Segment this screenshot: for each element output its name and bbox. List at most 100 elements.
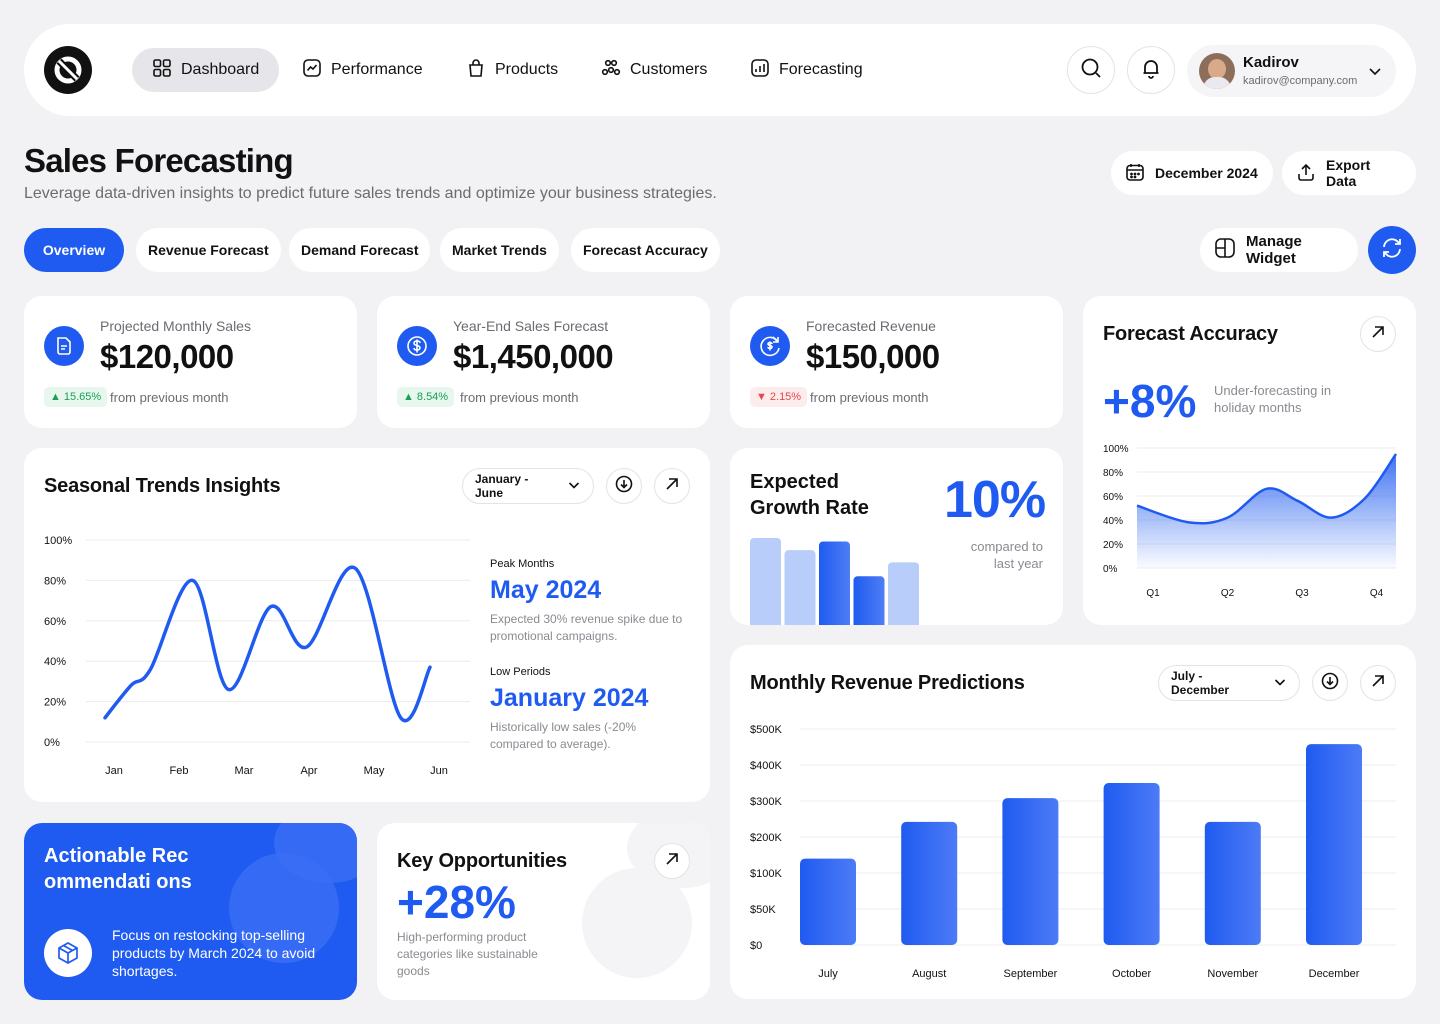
calendar-icon (1125, 162, 1145, 185)
layout-icon (1214, 237, 1236, 263)
y-tick-label: 80% (44, 575, 66, 587)
x-tick-label: July (818, 968, 838, 980)
y-tick-label: 0% (44, 737, 60, 749)
accuracy-area-chart: 100% 80% 60% 40% 20% 0% Q1 Q2 Q3 Q4 (1103, 444, 1398, 599)
manage-widget-button[interactable]: Manage Widget (1200, 228, 1358, 272)
notifications-button[interactable] (1127, 46, 1175, 94)
range-dropdown[interactable]: July - December (1158, 665, 1300, 701)
growth-bar (888, 562, 919, 625)
document-icon (44, 326, 84, 366)
dollar-icon (397, 326, 437, 366)
monthly-bar-chart: $500K $400K $300K $200K $100K $50K $0 July Augu… (750, 724, 1396, 980)
y-tick-label: 20% (1103, 540, 1123, 551)
kpi-label: Projected Monthly Sales (100, 318, 251, 334)
open-accuracy-button[interactable] (1360, 316, 1396, 352)
opportunities-value: +28% (397, 876, 516, 928)
open-seasonal-button[interactable] (654, 468, 690, 504)
revenue-bar (1103, 783, 1160, 945)
arrow-down-icon: ▼ (756, 391, 767, 403)
x-tick-label: September (1003, 968, 1057, 980)
revenue-bar (800, 858, 856, 945)
grid-icon (152, 58, 172, 83)
x-tick-label: Jun (430, 765, 448, 777)
open-opportunities-button[interactable] (654, 843, 690, 879)
card-title: Key Opportunities (397, 850, 567, 872)
manage-label: Manage Widget (1246, 233, 1302, 267)
kpi-change: 8.54% (416, 391, 449, 403)
tab-overview[interactable]: Overview (24, 228, 124, 272)
nav-label: Products (495, 61, 559, 78)
bag-icon (466, 58, 486, 83)
monthly-revenue-card: Monthly Revenue Predictions July - Decem… (730, 645, 1416, 999)
kpi-note: from previous month (810, 390, 929, 405)
accuracy-note: Under-forecasting in holiday months (1214, 383, 1332, 415)
nav-products[interactable]: Products (446, 48, 578, 92)
y-tick-label: 40% (44, 656, 66, 668)
export-data-button[interactable]: Export Data (1282, 151, 1416, 195)
tab-demand-forecast[interactable]: Demand Forecast (289, 228, 431, 272)
user-name: Kadirov (1243, 54, 1299, 71)
growth-rate-card: Expected Growth Rate 10% compared to las… (730, 448, 1063, 625)
download-button[interactable] (606, 468, 642, 504)
download-button[interactable] (1312, 665, 1348, 701)
nav-label: Dashboard (181, 61, 260, 78)
nav-dashboard[interactable]: Dashboard (132, 48, 280, 92)
growth-value: 10% (944, 471, 1046, 529)
nav-performance[interactable]: Performance (282, 48, 443, 92)
peak-note: Expected 30% revenue spike due to promot… (490, 612, 683, 643)
range-dropdown[interactable]: January - June (462, 468, 594, 504)
peak-label: Peak Months (490, 558, 555, 570)
x-tick-label: December (1309, 968, 1360, 980)
brand-logo[interactable] (44, 46, 92, 94)
chevron-down-icon (567, 478, 581, 495)
x-tick-label: Q4 (1370, 588, 1384, 599)
top-navbar: Dashboard Performance Products Customers… (24, 24, 1416, 116)
card-title: Actionable Recommendati ons (44, 845, 192, 893)
card-title: Forecast Accuracy (1103, 323, 1278, 345)
chart-icon (750, 58, 770, 83)
user-menu[interactable]: Kadirov kadirov@company.com (1187, 45, 1396, 97)
date-picker-button[interactable]: December 2024 (1111, 151, 1273, 195)
growth-note: compared to last year (970, 539, 1043, 571)
nav-customers[interactable]: Customers (581, 48, 727, 92)
growth-bar-chart (750, 538, 919, 625)
refresh-button[interactable] (1368, 226, 1416, 274)
refresh-icon (1380, 236, 1404, 265)
tab-market-trends[interactable]: Market Trends (440, 228, 559, 272)
kpi-label: Forecasted Revenue (806, 318, 936, 334)
users-icon (601, 58, 621, 83)
kpi-note: from previous month (460, 390, 579, 405)
growth-bar (853, 576, 885, 625)
revenue-bar (901, 821, 958, 945)
arrow-up-icon: ▲ (403, 391, 414, 403)
arrow-up-right-icon (1369, 672, 1387, 695)
x-tick-label: Q3 (1295, 588, 1309, 599)
y-tick-label: $500K (750, 724, 782, 736)
growth-bar (784, 550, 816, 625)
kpi-value: $150,000 (806, 338, 940, 375)
tab-revenue-forecast[interactable]: Revenue Forecast (136, 228, 281, 272)
range-label: July - December (1171, 669, 1230, 697)
kpi-change: 2.15% (769, 391, 802, 403)
accuracy-area (1137, 454, 1396, 568)
y-tick-label: 40% (1103, 516, 1123, 527)
arrow-up-right-icon (663, 475, 681, 498)
low-note: Historically low sales (-20% compared to… (490, 720, 637, 751)
opportunities-text: High-performing product categories like … (397, 930, 538, 978)
nav-label: Forecasting (779, 61, 863, 78)
kpi-change-badge: ▲ 15.65% (44, 387, 108, 407)
nav-forecasting[interactable]: Forecasting (730, 48, 883, 92)
tab-forecast-accuracy[interactable]: Forecast Accuracy (571, 228, 720, 272)
card-title: Seasonal Trends Insights (44, 475, 281, 497)
open-monthly-button[interactable] (1360, 665, 1396, 701)
search-button[interactable] (1067, 46, 1115, 94)
key-opportunities-card: Key Opportunities +28% High-performing p… (377, 823, 710, 1000)
kpi-card-revenue: Forecasted Revenue $150,000 ▼ 2.15% from … (730, 296, 1063, 428)
kpi-card-monthly-sales: Projected Monthly Sales $120,000 ▲ 15.65%… (24, 296, 357, 428)
revenue-bar (1002, 798, 1059, 945)
date-label: December 2024 (1155, 165, 1258, 181)
kpi-change-badge: ▲ 8.54% (397, 387, 455, 407)
y-tick-label: $100K (750, 868, 782, 880)
box-icon (44, 929, 92, 977)
x-tick-label: October (1112, 968, 1151, 980)
